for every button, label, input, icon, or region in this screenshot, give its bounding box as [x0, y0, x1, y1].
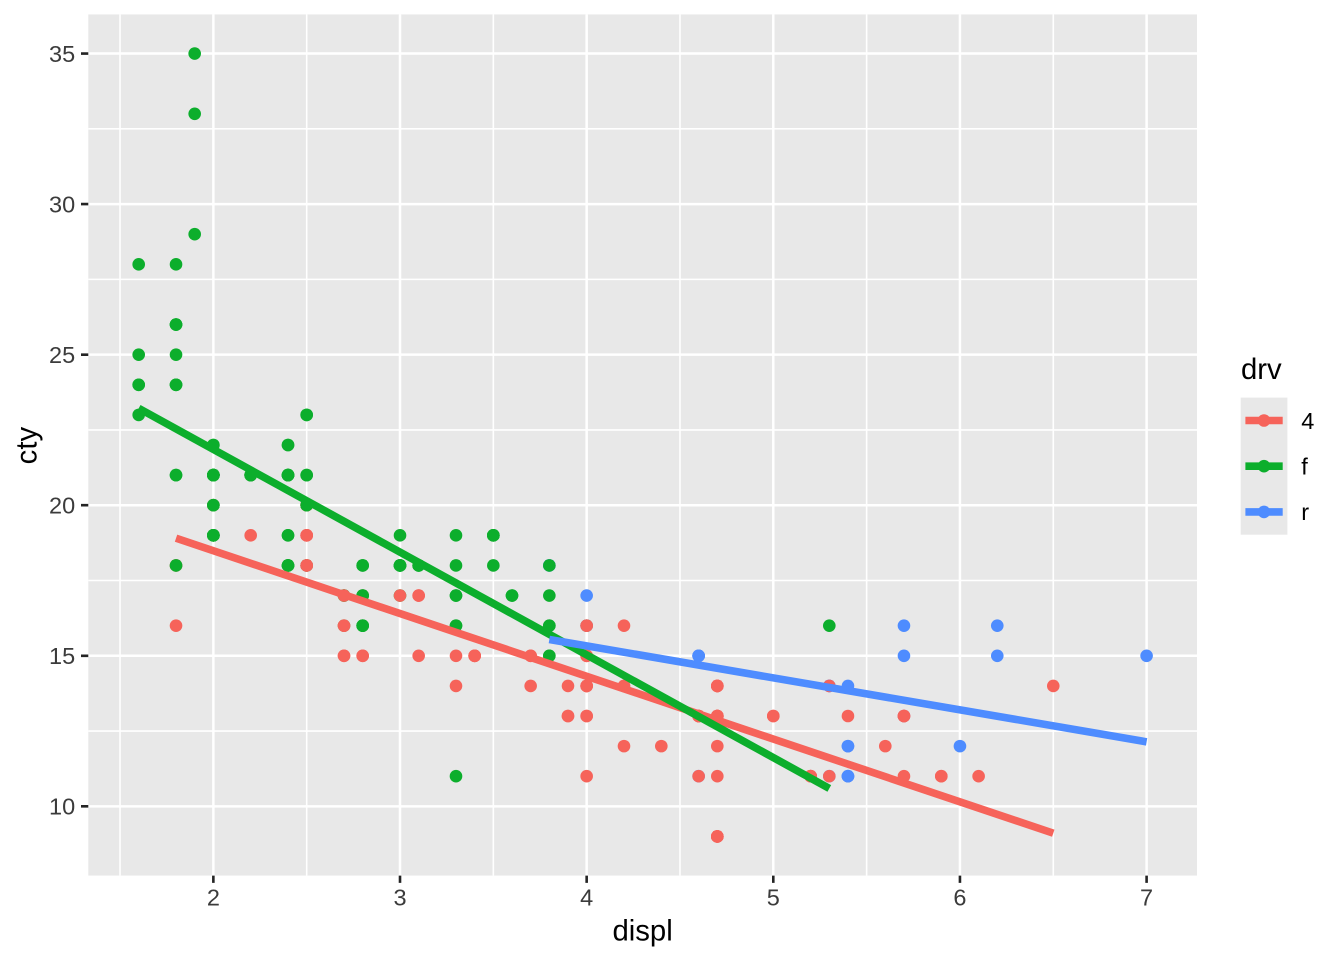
svg-text:displ: displ	[612, 915, 672, 948]
svg-text:4: 4	[1301, 408, 1314, 434]
svg-text:25: 25	[49, 342, 75, 368]
svg-text:3: 3	[393, 885, 406, 911]
svg-text:15: 15	[49, 643, 75, 669]
svg-text:4: 4	[580, 885, 593, 911]
svg-text:7: 7	[1140, 885, 1153, 911]
svg-text:drv: drv	[1241, 353, 1282, 386]
svg-text:cty: cty	[11, 427, 44, 465]
svg-text:20: 20	[49, 493, 75, 519]
svg-text:r: r	[1301, 499, 1309, 525]
svg-text:5: 5	[767, 885, 780, 911]
svg-text:10: 10	[49, 794, 75, 820]
svg-text:2: 2	[207, 885, 220, 911]
svg-text:30: 30	[49, 192, 75, 218]
svg-text:6: 6	[953, 885, 966, 911]
svg-text:35: 35	[49, 41, 75, 67]
svg-text:f: f	[1301, 454, 1308, 480]
